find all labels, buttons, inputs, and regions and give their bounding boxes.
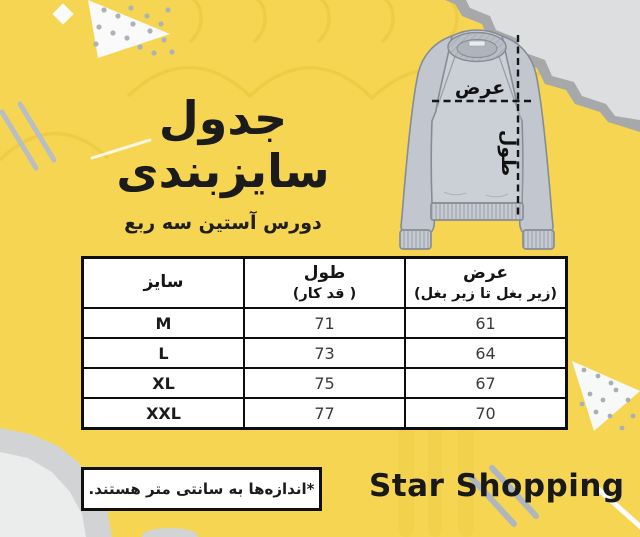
size-table-header-row: سایز طول ( قد کار) عرض (زیر بغل تا زیر ب… [81,256,568,309]
width-measure-label: عرض [455,77,505,99]
units-note-text: *اندازه‌ها به سانتی متر هستند. [88,480,315,498]
size-value: XL [81,367,245,399]
dotted-triangle-right [572,361,640,431]
page-title: جدول سایزبندی [116,91,330,198]
white-diagonal-line [595,486,640,530]
length-value: 73 [243,337,406,369]
width-value: 61 [404,307,568,339]
table-row: M 71 61 [81,307,568,339]
size-table: سایز طول ( قد کار) عرض (زیر بغل تا زیر ب… [81,256,568,430]
length-value: 77 [243,397,406,430]
length-value: 75 [243,367,406,399]
collar-tag [468,40,486,47]
brand-name: Star Shopping [369,468,625,504]
diagonal-stripes-bottom [467,465,539,527]
width-value: 67 [404,367,568,399]
width-value: 64 [404,337,568,369]
wrinkle-lines [443,191,509,198]
size-value: M [81,307,245,339]
column-header-size: سایز [81,256,245,309]
units-note-box: *اندازه‌ها به سانتی متر هستند. [81,467,322,511]
sweatshirt-shading [510,50,523,203]
column-label: سایز [143,272,184,293]
dotted-triangle-top-left [88,0,175,58]
page-subtitle: دورس آستین سه ربع [124,211,322,234]
size-value: XXL [81,397,245,430]
title-block: جدول سایزبندی دورس آستین سه ربع [58,92,388,234]
size-value: L [81,337,245,369]
sweatshirt-body [430,29,524,204]
length-value: 71 [243,307,406,339]
diagonal-stripes-left [0,101,57,171]
column-sublabel: (زیر بغل تا زیر بغل) [413,285,558,302]
column-sublabel: ( قد کار) [292,285,357,302]
size-table-container: سایز طول ( قد کار) عرض (زیر بغل تا زیر ب… [81,256,568,430]
column-header-length: طول ( قد کار) [243,256,406,309]
table-row: XXL 77 70 [81,397,568,430]
sweatshirt-cuffs [399,229,555,250]
width-value: 70 [404,397,568,430]
diamond-shape [52,3,74,25]
sweatshirt-hem [430,202,524,221]
table-row: L 73 64 [81,337,568,369]
column-label: طول [303,263,346,284]
column-header-width: عرض (زیر بغل تا زیر بغل) [404,256,568,309]
column-label: عرض [462,263,509,284]
table-row: XL 75 67 [81,367,568,399]
length-measure-label: طول [497,130,519,176]
sweatshirt-illustration: عرض طول [399,29,555,250]
measurement-lines [432,35,535,218]
sweatshirt-collar [447,31,507,63]
